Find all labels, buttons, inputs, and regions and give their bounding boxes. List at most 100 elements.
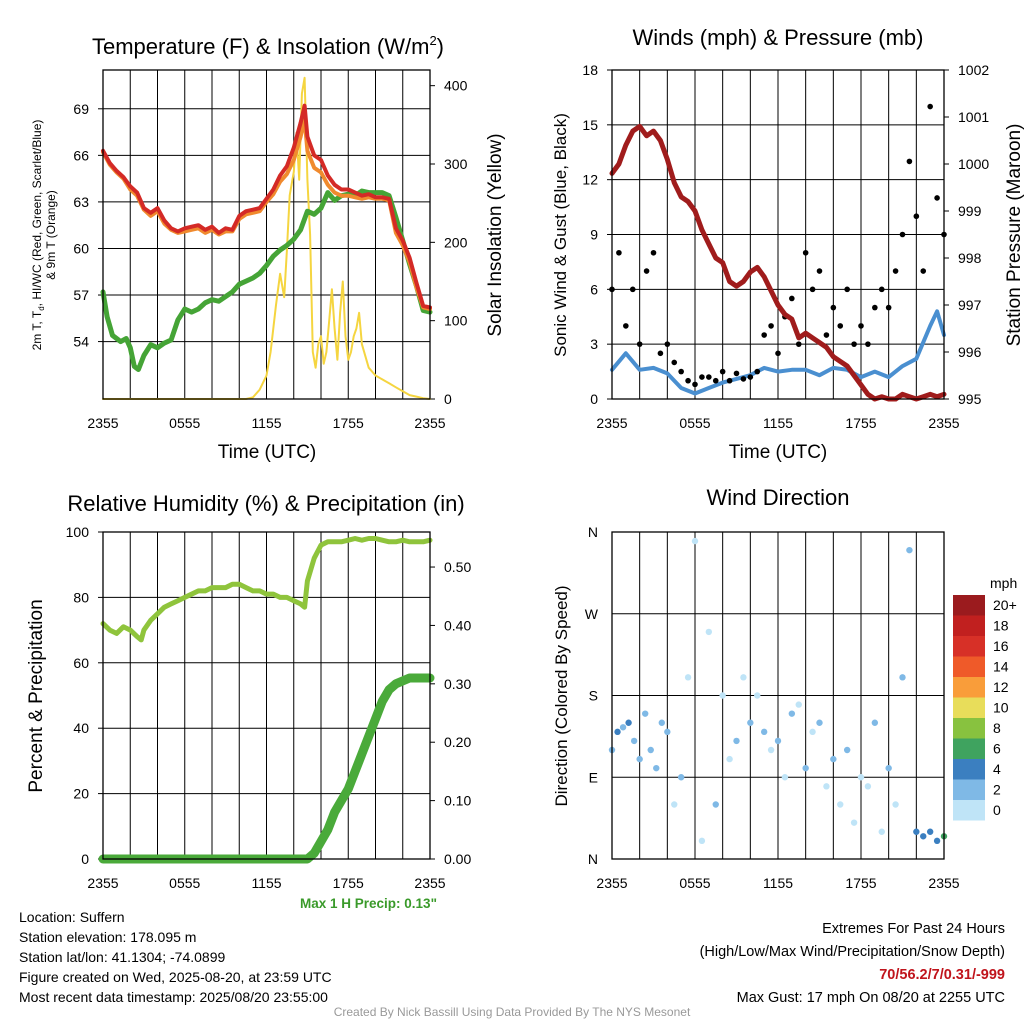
gust-point xyxy=(699,374,705,380)
speed-legend: 20+ 18 16 14 12 10 8 6 4 2 0 xyxy=(953,595,1017,821)
gust-point xyxy=(844,286,850,293)
temp-xtick: 2355 xyxy=(414,415,445,431)
wind-y2tick: 997 xyxy=(958,297,982,313)
wind-xtick: 1155 xyxy=(763,415,793,431)
gust-point xyxy=(927,103,933,110)
direction-point xyxy=(899,674,906,681)
direction-point xyxy=(733,737,740,745)
wind-y2tick: 998 xyxy=(958,250,982,266)
rh-ytick: 100 xyxy=(66,524,90,540)
direction-point xyxy=(837,801,844,808)
legend-label: 6 xyxy=(993,741,1001,757)
direction-point xyxy=(885,764,892,772)
gust-point xyxy=(872,304,878,311)
wind-xlabel: Time (UTC) xyxy=(729,442,828,463)
direction-point xyxy=(719,692,726,699)
legend-swatch xyxy=(953,759,985,780)
legend-swatch xyxy=(953,656,985,677)
legend-label: 16 xyxy=(993,638,1009,654)
recent-timestamp: Most recent data timestamp: 2025/08/20 2… xyxy=(19,989,328,1005)
temp-y2tick: 300 xyxy=(444,156,468,172)
precipitation-line xyxy=(98,673,435,864)
gust-point xyxy=(816,268,823,274)
direction-point xyxy=(933,837,941,845)
legend-label: 18 xyxy=(993,618,1009,634)
direction-point xyxy=(774,737,782,745)
rh-ytick: 40 xyxy=(73,720,89,736)
wind-ytick: 9 xyxy=(590,227,598,243)
gust-point xyxy=(920,268,927,274)
direction-point xyxy=(726,755,733,763)
rh-y2tick: 0.20 xyxy=(444,734,471,750)
rh-title: Relative Humidity (%) & Precipitation (i… xyxy=(67,491,464,516)
dir-panel: 2355 0555 1155 1755 2355 N E S W N xyxy=(585,524,960,891)
direction-point xyxy=(677,774,685,781)
wind-y2tick: 999 xyxy=(958,203,982,219)
gust-point xyxy=(692,381,698,388)
station-latlon: Station lat/lon: 41.1304; -74.0899 xyxy=(19,949,226,965)
gust-point xyxy=(906,158,913,165)
direction-point xyxy=(926,828,934,835)
rh-ytick: 0 xyxy=(81,851,89,867)
direction-point xyxy=(747,719,754,726)
dewpoint-line xyxy=(100,188,433,372)
gust-point xyxy=(795,341,802,347)
gust-point xyxy=(865,341,871,347)
legend-label: 20+ xyxy=(993,597,1017,613)
rh-xtick: 1755 xyxy=(333,875,364,891)
temp-ylabel-left: 2m T, Td, HI/WC (Red, Green, Scarlet/Blu… xyxy=(30,120,46,351)
wind-y2tick: 1002 xyxy=(958,62,989,78)
direction-point xyxy=(698,837,706,845)
rh-y2tick: 0.30 xyxy=(444,676,471,692)
dir-title: Wind Direction xyxy=(706,485,849,510)
legend-swatch xyxy=(953,718,985,739)
wind-y2tick: 1000 xyxy=(958,156,989,172)
legend-label: 2 xyxy=(993,782,1001,798)
temp-ylabel-right: Solar Insolation (Yellow) xyxy=(485,133,506,336)
temp-xtick: 1755 xyxy=(333,415,364,431)
temp-ytick: 60 xyxy=(73,240,89,256)
extremes-subtitle: (High/Low/Max Wind/Precipitation/Snow De… xyxy=(699,944,1005,960)
gust-point xyxy=(858,323,864,329)
temp-ytick: 54 xyxy=(73,334,89,350)
temp-ytick: 63 xyxy=(73,194,89,210)
gust-point xyxy=(657,350,664,357)
direction-point xyxy=(767,746,775,754)
gust-point xyxy=(719,368,726,375)
direction-point xyxy=(614,728,621,736)
legend-label: 4 xyxy=(993,761,1001,777)
rh-y2tick: 0.40 xyxy=(444,617,471,633)
temp-frame xyxy=(102,69,431,400)
gust-point xyxy=(885,304,892,311)
legend-label: 12 xyxy=(993,679,1009,695)
gust-point xyxy=(754,368,761,375)
gust-point xyxy=(775,350,781,357)
direction-point xyxy=(664,728,671,736)
wind-xtick: 0555 xyxy=(679,415,710,431)
temp-xtick: 0555 xyxy=(169,415,200,431)
legend-swatch xyxy=(953,595,985,616)
direction-point xyxy=(636,755,643,763)
rh-series xyxy=(98,536,435,864)
figure-created: Figure created on Wed, 2025-08-20, at 23… xyxy=(19,969,332,985)
gust-point xyxy=(706,374,712,380)
direction-point xyxy=(705,628,713,636)
temp-y2tick: 100 xyxy=(444,313,468,329)
wind-y2tick: 1001 xyxy=(958,109,989,125)
wind-ylabel-left: Sonic Wind & Gust (Blue, Black) xyxy=(551,113,570,357)
direction-point xyxy=(830,755,837,763)
direction-point xyxy=(878,828,885,835)
dir-xtick: 2355 xyxy=(596,875,627,891)
gust-point xyxy=(636,341,643,347)
gust-point xyxy=(878,286,885,293)
direction-point xyxy=(712,801,719,808)
direction-point xyxy=(647,746,654,754)
gust-point xyxy=(623,323,629,329)
gust-point xyxy=(768,323,774,329)
rh-ylabel-left: Percent & Precipitation xyxy=(26,599,47,792)
gust-point xyxy=(851,341,857,347)
direction-point xyxy=(823,783,830,790)
direction-point xyxy=(658,719,665,726)
wind-ytick: 15 xyxy=(582,117,598,133)
